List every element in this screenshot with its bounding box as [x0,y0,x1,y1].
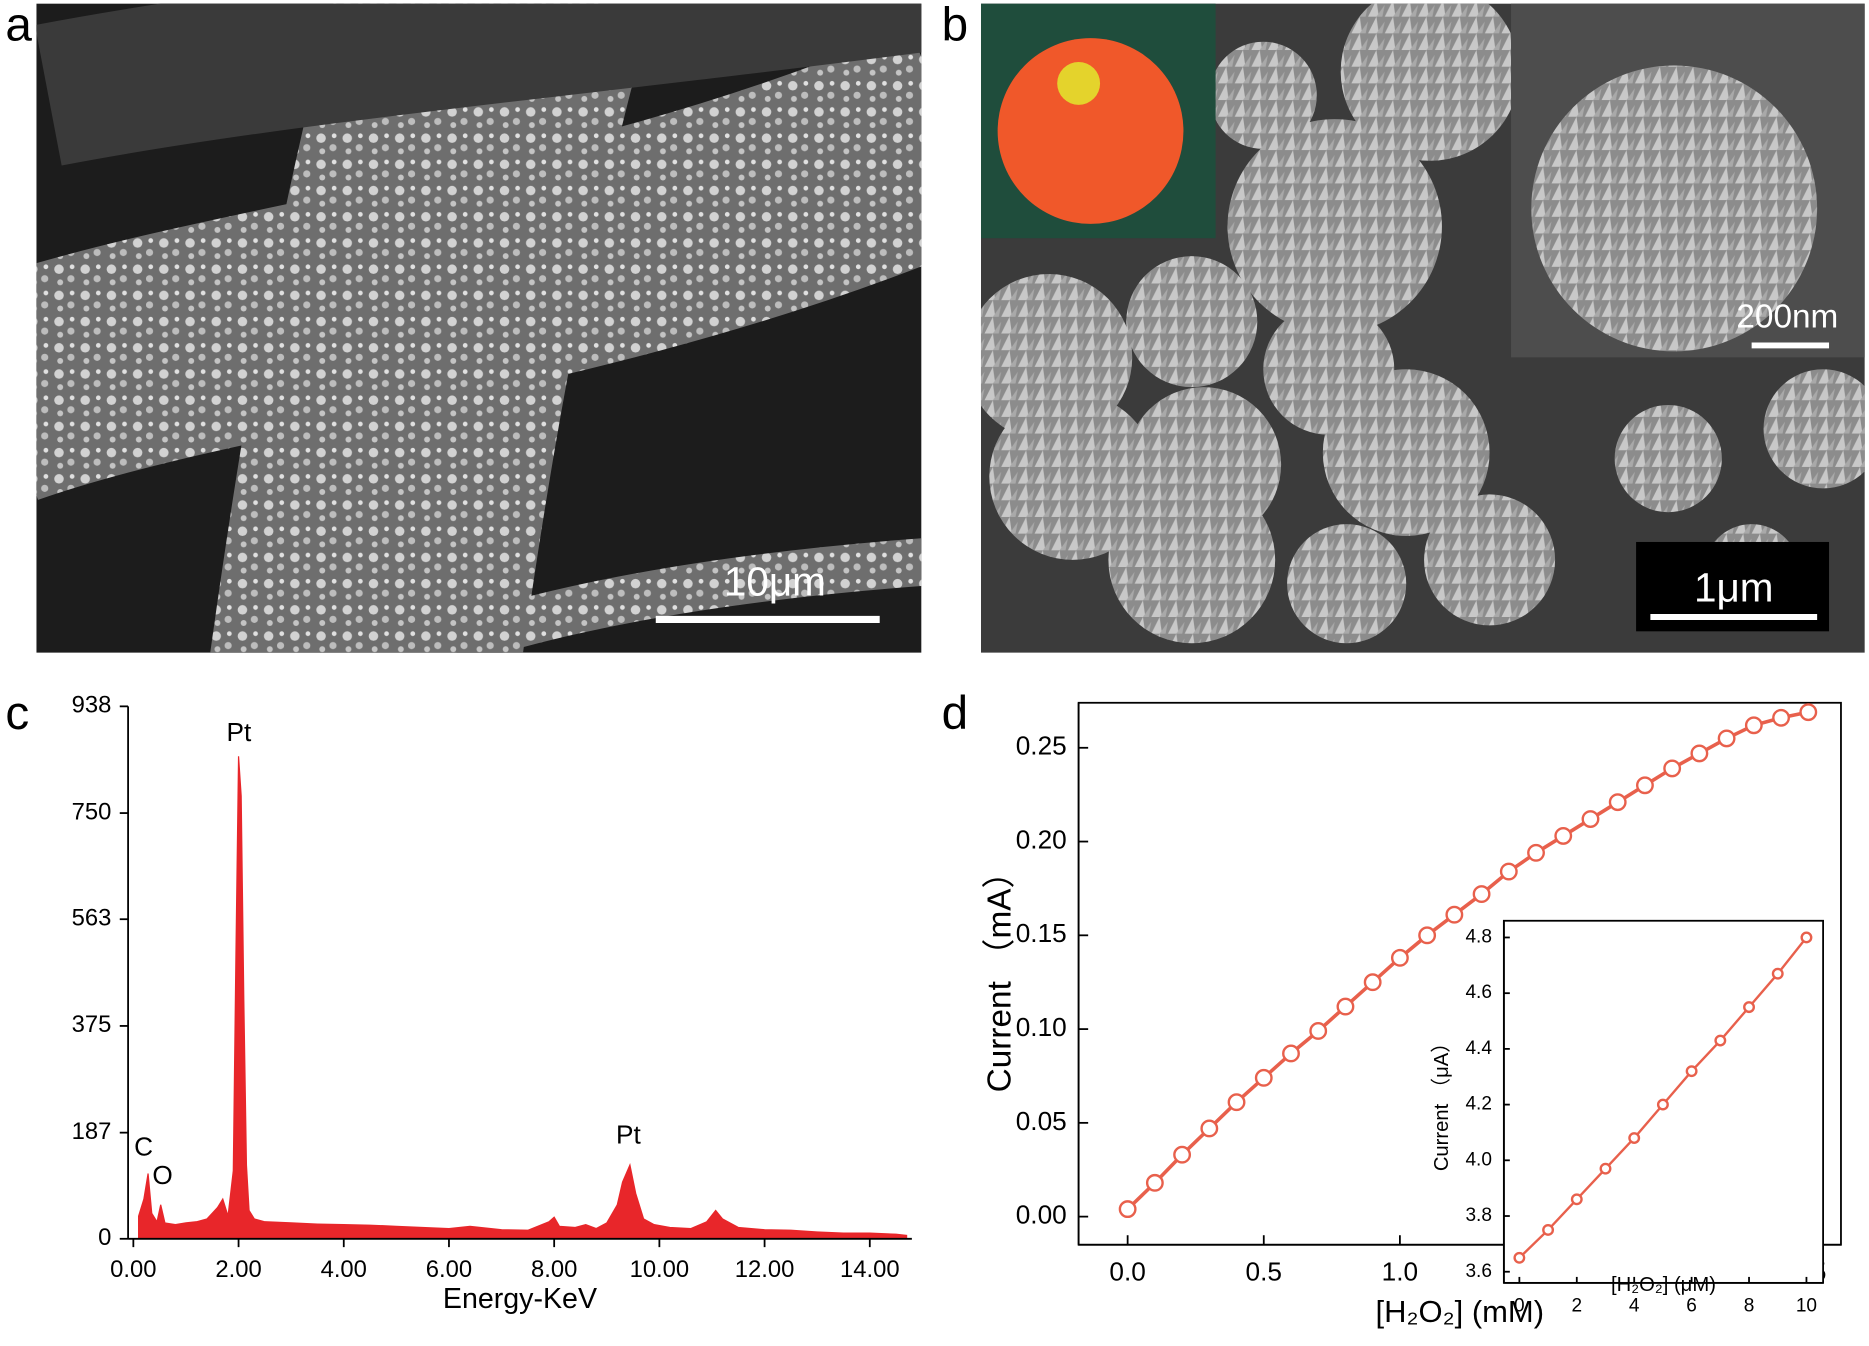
y-tick-label: 938 [72,692,112,719]
data-point [1363,973,1382,992]
y-tick-label: 4.0 [1465,1149,1491,1170]
data-point [1499,862,1518,881]
data-point [1513,1251,1526,1264]
y-tick-label: 0.05 [1016,1106,1067,1136]
panel-label: c [5,687,29,740]
data-point [1227,1093,1246,1112]
data-point [1282,1044,1300,1063]
data-point [1254,1068,1273,1087]
data-point [1772,708,1791,727]
y-tick-label: 3.8 [1465,1205,1491,1226]
y-tick-label: 4.2 [1465,1094,1491,1115]
x-tick-label: 6.00 [426,1256,472,1283]
peak-label: Pt [226,717,251,747]
data-point [1690,744,1709,763]
y-tick-label: 4.6 [1465,982,1491,1003]
data-point [1118,1200,1137,1219]
panel-label: b [942,0,968,51]
x-axis-title: [H₂O₂] (mM) [1376,1294,1544,1329]
data-point [1771,967,1784,980]
data-point [1717,729,1736,748]
x-tick-label: 8 [1744,1295,1755,1316]
x-tick-label: 0 [1514,1295,1525,1316]
data-point [1472,885,1491,903]
data-point [1636,776,1654,795]
data-point [1309,1022,1328,1040]
peak-label: C [134,1131,153,1161]
panel-label: a [5,0,32,51]
data-point [1743,1001,1755,1014]
peak-label: O [152,1160,172,1190]
panel-label: d [942,687,968,740]
x-tick-label: 0.5 [1246,1256,1282,1286]
x-axis-title: [H₂O₂] (μM) [1611,1274,1716,1296]
x-tick-label: 6 [1686,1295,1697,1316]
x-tick-label: 4 [1629,1295,1640,1316]
y-tick-label: 3.6 [1465,1261,1491,1282]
y-tick-label: 0.25 [1016,731,1067,761]
x-tick-label: 12.00 [735,1256,795,1283]
scale-bar-label: 200nm [1736,299,1838,336]
x-tick-label: 4.00 [321,1256,367,1283]
y-tick-label: 563 [72,905,112,932]
x-tick-label: 8.00 [531,1256,577,1283]
data-point [1656,1098,1669,1111]
data-point [1608,793,1627,812]
x-tick-label: 2 [1571,1295,1582,1316]
data-point [1799,703,1818,722]
y-axis-title: Current （mA） [982,855,1019,1092]
data-point [1336,997,1355,1016]
x-axis-title: Energy-KeV [443,1283,597,1315]
y-tick-label: 0.20 [1016,824,1067,854]
x-tick-label: 14.00 [840,1256,900,1283]
x-tick-label: 10.00 [630,1256,690,1283]
y-tick-label: 750 [72,798,112,825]
data-point [1445,905,1464,924]
y-tick-label: 0.15 [1016,918,1067,948]
y-tick-label: 4.4 [1465,1038,1492,1059]
peak-label: Pt [616,1120,641,1150]
data-point [1542,1223,1555,1236]
data-point [1599,1162,1612,1175]
data-point [1570,1193,1583,1206]
data-point [1800,931,1813,944]
data-point [1714,1034,1727,1047]
y-tick-label: 375 [72,1011,112,1038]
x-tick-label: 10 [1796,1295,1817,1316]
y-tick-label: 187 [72,1118,112,1145]
sem-image-a [36,3,922,653]
scale-bar-label: 10μm [724,559,826,605]
data-point [1145,1173,1164,1192]
spectrum-area [138,756,908,1240]
sem-image-b [980,3,1865,653]
scale-bar-label: 1μm [1694,565,1774,611]
data-point [1554,826,1573,845]
x-tick-label: 2.00 [215,1256,261,1283]
data-point [1663,759,1682,778]
data-point [1390,948,1409,967]
data-point [1527,843,1545,862]
x-tick-label: 1.0 [1382,1256,1418,1286]
data-point [1418,926,1437,945]
data-point [1628,1132,1641,1144]
y-tick-label: 0 [98,1224,111,1251]
x-tick-label: 0.0 [1109,1256,1145,1286]
data-point [1173,1145,1192,1164]
data-point [1744,716,1763,735]
data-point [1685,1065,1698,1078]
y-tick-label: 0.00 [1016,1200,1067,1230]
x-tick-label: 0.00 [110,1256,156,1283]
y-tick-label: 4.8 [1465,927,1491,948]
data-point [1581,810,1600,828]
y-axis-title: Current （μA） [1430,1032,1453,1171]
data-point [1200,1119,1219,1138]
y-tick-label: 0.10 [1016,1012,1067,1042]
